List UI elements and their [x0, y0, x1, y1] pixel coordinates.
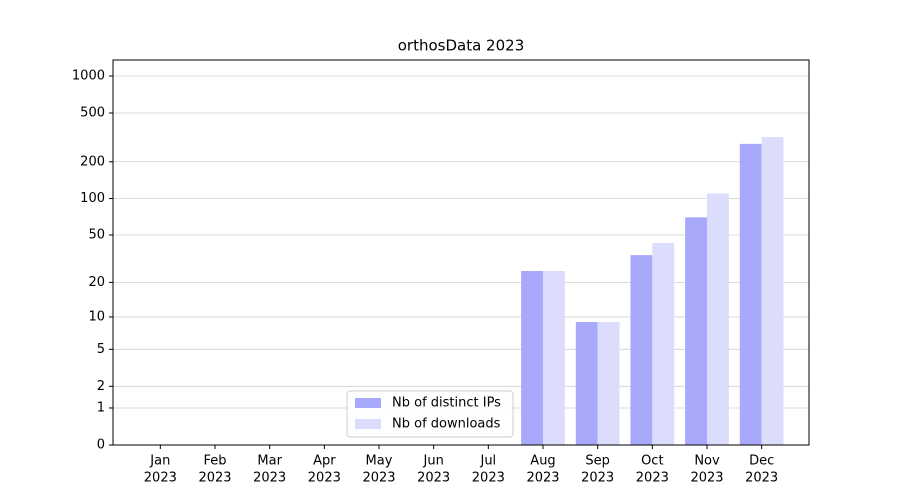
x-tick-label: 2023 — [745, 471, 778, 486]
x-tick-label: Nov — [694, 454, 720, 469]
x-tick-label: Jan — [149, 454, 170, 469]
x-tick-label: 2023 — [253, 471, 286, 486]
bar — [685, 217, 707, 445]
y-tick-label: 1 — [97, 400, 105, 415]
x-tick-label: Mar — [257, 454, 282, 469]
x-tick-label: Dec — [749, 454, 774, 469]
bar — [575, 322, 598, 445]
x-tick-label: Aug — [530, 454, 555, 469]
bar — [543, 270, 565, 445]
x-tick-label: 2023 — [526, 471, 559, 486]
x-tick-label: Oct — [641, 454, 663, 469]
legend: Nb of distinct IPs Nb of downloads — [346, 390, 514, 438]
x-tick-label: Sep — [585, 454, 610, 469]
x-tick-label: 2023 — [308, 471, 341, 486]
y-tick-label: 2 — [97, 379, 105, 394]
y-tick-label: 10 — [88, 309, 105, 324]
legend-swatch — [355, 419, 381, 429]
y-tick-label: 100 — [80, 191, 105, 206]
y-tick-label: 50 — [88, 228, 105, 243]
x-tick-label: 2023 — [690, 471, 723, 486]
x-tick-label: 2023 — [472, 471, 505, 486]
x-tick-label: Jul — [479, 454, 496, 469]
x-tick-label: Feb — [203, 454, 226, 469]
x-tick-label: 2023 — [636, 471, 669, 486]
legend-box — [346, 390, 514, 438]
y-tick-label: 0 — [97, 438, 105, 453]
bar — [597, 322, 620, 445]
x-tick-label: 2023 — [198, 471, 231, 486]
y-tick-label: 5 — [97, 342, 105, 357]
bar — [521, 270, 543, 445]
plot-frame — [112, 59, 810, 446]
y-tick-label: 500 — [80, 105, 105, 120]
x-tick-label: Jun — [423, 454, 444, 469]
legend-label: Nb of distinct IPs — [392, 396, 501, 411]
bar — [739, 143, 762, 445]
x-tick-label: Apr — [313, 454, 336, 469]
chart-title: orthosData 2023 — [398, 37, 524, 55]
legend-swatch — [355, 398, 381, 408]
x-tick-label: 2023 — [144, 471, 177, 486]
x-tick-label: 2023 — [417, 471, 450, 486]
x-tick-label: 2023 — [362, 471, 395, 486]
legend-label: Nb of downloads — [392, 417, 501, 432]
y-tick-label: 200 — [80, 154, 105, 169]
x-tick-label: 2023 — [581, 471, 614, 486]
bar — [707, 193, 729, 445]
bar — [630, 255, 653, 445]
bar — [652, 242, 675, 445]
x-tick-label: May — [366, 454, 393, 469]
bar — [761, 137, 784, 445]
y-tick-label: 1000 — [72, 69, 105, 84]
y-tick-label: 20 — [88, 275, 105, 290]
